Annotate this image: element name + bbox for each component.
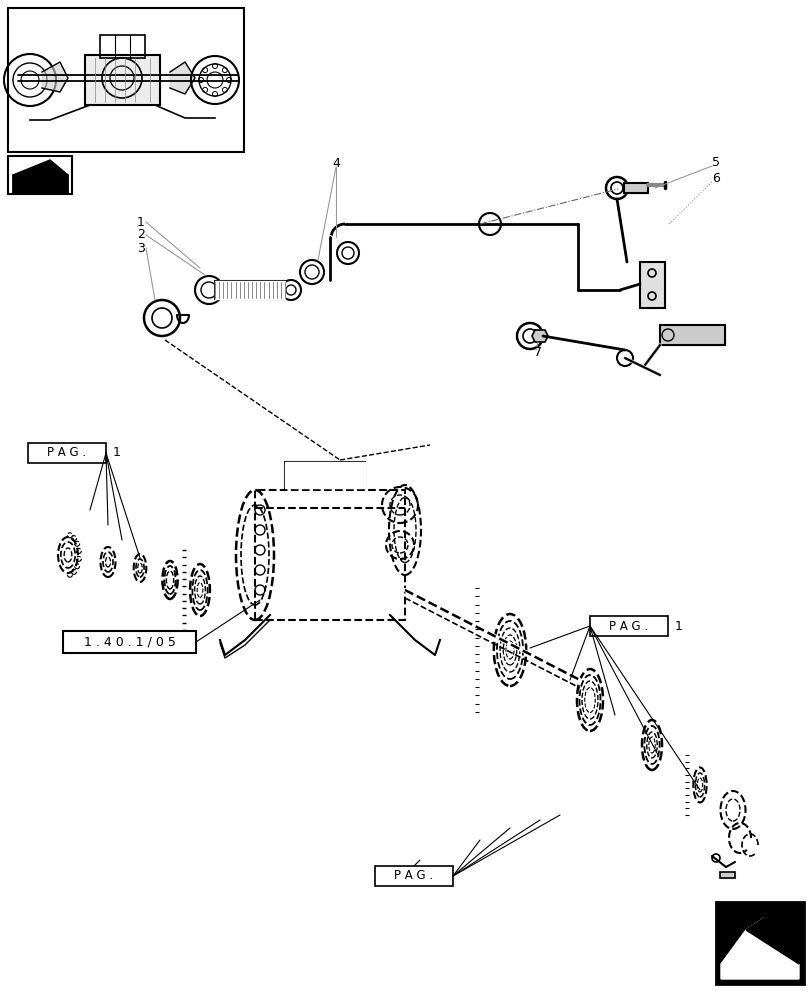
Text: 1 . 4 0 . 1 / 0 5: 1 . 4 0 . 1 / 0 5 xyxy=(84,636,175,648)
Polygon shape xyxy=(13,165,68,193)
Bar xyxy=(100,35,145,58)
Text: P A G .: P A G . xyxy=(47,446,87,460)
Text: 1: 1 xyxy=(137,216,145,229)
Polygon shape xyxy=(659,325,724,345)
Polygon shape xyxy=(42,62,68,92)
Bar xyxy=(639,262,664,308)
Text: 1: 1 xyxy=(674,619,682,632)
Bar xyxy=(8,156,72,194)
Bar xyxy=(659,325,724,345)
Polygon shape xyxy=(85,55,160,105)
Text: 2: 2 xyxy=(137,229,145,241)
Polygon shape xyxy=(745,907,798,964)
Text: 1: 1 xyxy=(113,446,121,460)
Text: 7: 7 xyxy=(534,346,541,359)
Text: P A G .: P A G . xyxy=(609,619,648,632)
Bar xyxy=(8,8,243,152)
Polygon shape xyxy=(719,872,734,878)
Bar xyxy=(719,872,734,878)
Polygon shape xyxy=(623,183,647,193)
Text: 6: 6 xyxy=(711,172,719,185)
Polygon shape xyxy=(13,175,50,193)
Polygon shape xyxy=(285,462,365,488)
Text: 4: 4 xyxy=(332,157,340,170)
Polygon shape xyxy=(531,330,547,342)
Text: P A G .: P A G . xyxy=(394,869,433,882)
Polygon shape xyxy=(13,160,68,193)
Bar xyxy=(255,490,405,620)
Polygon shape xyxy=(169,62,195,94)
Bar xyxy=(85,55,160,105)
Polygon shape xyxy=(215,281,285,299)
Text: 5: 5 xyxy=(711,156,719,169)
Bar xyxy=(215,281,285,299)
Polygon shape xyxy=(716,903,802,983)
Polygon shape xyxy=(720,918,798,979)
Bar xyxy=(590,616,667,636)
Polygon shape xyxy=(639,262,664,308)
Text: 3: 3 xyxy=(137,241,145,254)
Bar xyxy=(285,462,365,488)
Bar xyxy=(28,443,106,463)
Bar xyxy=(63,631,195,653)
Bar xyxy=(375,866,453,886)
Polygon shape xyxy=(255,490,405,620)
Bar xyxy=(715,902,803,984)
